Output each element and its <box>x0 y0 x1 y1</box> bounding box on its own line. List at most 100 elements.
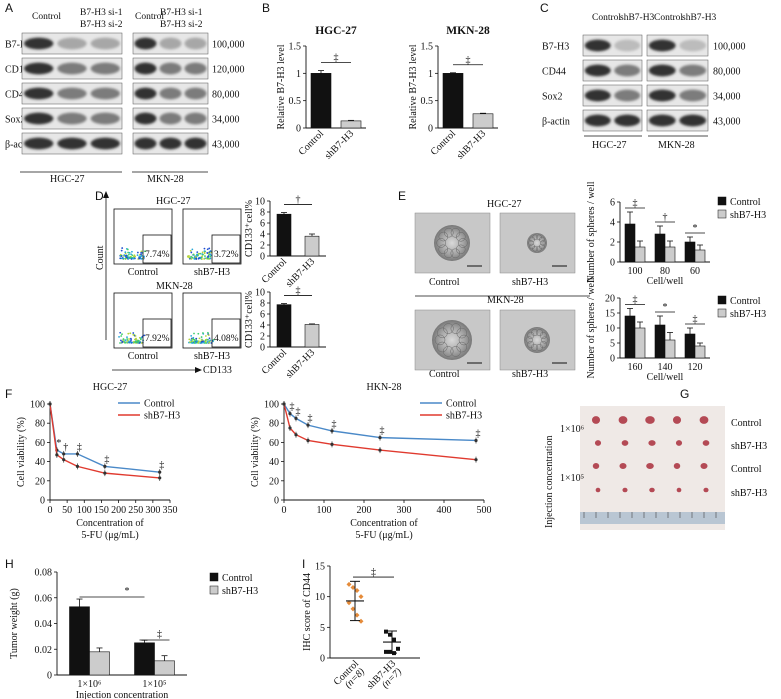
flow-event <box>139 338 142 341</box>
flow-event <box>128 251 131 254</box>
blot-band <box>57 137 87 150</box>
flow-event <box>191 248 194 251</box>
flow-event <box>122 338 125 340</box>
blot-a-header-l2: B7-H3 si-2 <box>80 20 123 30</box>
legend-label: Control <box>446 399 477 410</box>
flow-event <box>127 251 130 254</box>
panel-label-f: F <box>5 387 12 401</box>
scatter-point <box>388 649 392 654</box>
bar <box>154 660 175 676</box>
flow-event <box>120 255 123 257</box>
flow-event <box>195 258 198 260</box>
sphere-title-mkn28: MKN-28 <box>487 295 524 306</box>
flow-event <box>124 251 127 254</box>
y-tick-label: 4 <box>260 321 265 332</box>
y-tick-label: 0 <box>47 671 52 682</box>
flow-event <box>199 252 202 255</box>
flow-event <box>134 335 137 337</box>
sphere-cell <box>438 244 448 255</box>
tumor <box>645 416 655 424</box>
blot-band <box>24 112 54 125</box>
flow-event <box>188 256 191 259</box>
sig-mark-h2: ‡ <box>157 629 162 640</box>
flow-cond-label: shB7-H3 <box>194 267 230 278</box>
chart-f-hkn28: 0 20 40 60 80 100 0 100 200 300 400 500 HKN-28 Concen… <box>250 382 492 541</box>
flow-event <box>200 336 203 338</box>
blot-band <box>57 112 87 125</box>
blot-band <box>614 39 641 52</box>
x-tick-label: shB7-H3 <box>323 128 356 161</box>
flow-event <box>188 338 191 341</box>
y-tick-label: 60 <box>35 438 45 449</box>
panel-g: G 1×10⁶ 1×10⁵ Control shB7-H3 Control sh… <box>544 387 767 530</box>
legend-label: Control <box>730 197 761 208</box>
flow-cond-label: shB7-H3 <box>194 351 230 362</box>
blot-a-header-r0: Control <box>135 12 164 22</box>
flow-event <box>140 342 143 344</box>
chart-title: HGC-27 <box>315 25 357 37</box>
flow-event <box>129 332 132 335</box>
sig-mark: * <box>663 302 668 313</box>
blot-band <box>24 62 54 75</box>
x-tick-label: 100 <box>317 505 332 516</box>
flow-event <box>129 337 132 340</box>
y-tick-label: 0 <box>274 496 279 507</box>
tumor <box>648 440 656 446</box>
sphere-cell <box>437 327 448 339</box>
tumor-row-0: Control <box>731 418 762 429</box>
blot-band <box>90 137 121 150</box>
flow-event <box>136 251 139 254</box>
x-axis-label: Cell/well <box>647 276 684 287</box>
sig-mark: ‡ <box>296 286 301 297</box>
sig-mark: † <box>63 442 68 453</box>
flow-event <box>203 258 206 260</box>
blot-band <box>90 62 121 75</box>
blot-band <box>57 87 87 100</box>
y-tick-label: 0 <box>40 496 45 507</box>
tumor-photo-ruler <box>580 512 725 524</box>
panel-label-g: G <box>680 387 689 401</box>
flow-event <box>130 253 133 256</box>
sphere-cell <box>527 331 535 339</box>
sig-mark: ‡ <box>308 413 313 424</box>
flow-event <box>199 342 202 344</box>
y-tick-label: 60 <box>269 438 279 449</box>
legend-swatch <box>209 572 219 582</box>
sig-mark: * <box>693 223 698 234</box>
sphere-cell <box>456 327 468 339</box>
y-tick-label: 8 <box>260 299 265 310</box>
y-tick-label: 100 <box>264 400 279 411</box>
flow-event <box>130 258 133 260</box>
flow-event <box>136 340 138 343</box>
blot-band <box>184 87 207 100</box>
flow-event <box>206 338 209 341</box>
flow-event <box>138 257 141 260</box>
y-axis-label: Number of spheres / well <box>586 277 597 378</box>
chart-b-mkn28: 0 0.5 1 1.5 MKN-28 Relative B7-H3 level Contro… <box>408 25 498 162</box>
blot-row-label-2: CD44 <box>5 90 29 101</box>
flow-event <box>119 331 122 334</box>
tumor <box>675 440 683 446</box>
flow-event <box>194 256 197 258</box>
flow-event <box>132 333 135 336</box>
flow-event <box>120 339 122 342</box>
flow-event <box>136 254 139 257</box>
blot-row-mw-4: 43,000 <box>212 140 240 151</box>
sphere-cell <box>531 329 539 337</box>
flow-event <box>208 337 211 340</box>
y-tick-label: 2 <box>610 238 615 249</box>
sphere-cell <box>456 341 467 353</box>
flow-event <box>207 334 210 337</box>
sig-mark: ‡ <box>104 454 109 465</box>
flow-event <box>191 342 194 344</box>
bar <box>654 324 666 359</box>
x-tick-label: 1×10⁶ <box>77 679 102 690</box>
panel-d: D HGC-27 MKN-28 7.74% Control 3.72% shB7-H3… <box>95 189 326 381</box>
flow-event <box>212 340 214 343</box>
bar <box>340 120 362 129</box>
sphere-cell <box>529 243 535 250</box>
y-tick-label: 0 <box>260 343 265 354</box>
bar <box>472 113 494 129</box>
x-tick-label: shB7-H3 <box>455 128 488 161</box>
